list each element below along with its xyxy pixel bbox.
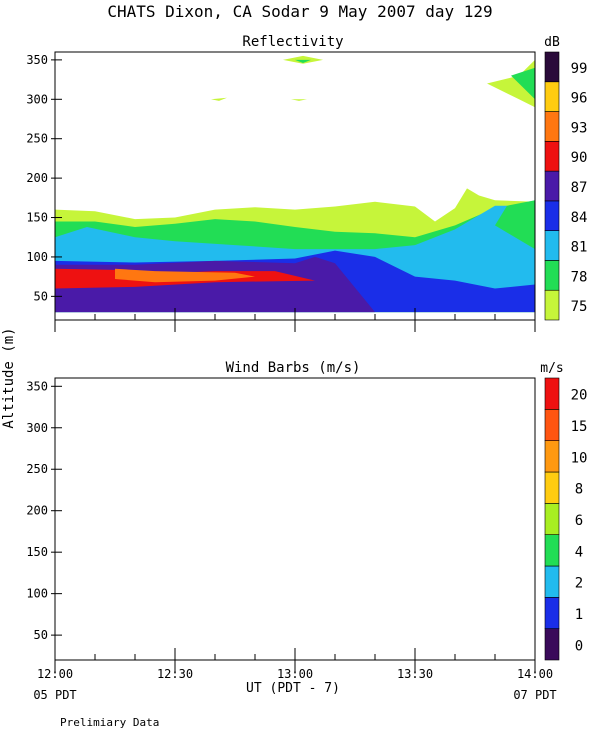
panel2-colorbar-label: 4 bbox=[575, 544, 583, 560]
panel2-colorbar-label: 0 bbox=[575, 638, 583, 654]
panel1-patch-3 bbox=[291, 99, 307, 101]
panel2-colorbar-label: 2 bbox=[575, 576, 583, 592]
panel2-colorbar-swatch bbox=[544, 628, 560, 661]
wind-barbs-plot: 50 100 150 200 250 300 350 bbox=[26, 377, 536, 672]
panel2-colorbar-swatch bbox=[544, 409, 560, 441]
wind-colorbar: 0 1 2 4 6 8 10 15 20 bbox=[544, 377, 588, 661]
panel2-colorbar-swatch bbox=[544, 597, 560, 629]
panel2-colorbar-label: 10 bbox=[571, 450, 588, 466]
panel2-ytick-label: 150 bbox=[26, 545, 48, 559]
panel1-ytick-label: 50 bbox=[34, 289, 48, 303]
panel1-patch-2 bbox=[211, 97, 227, 101]
panel1-colorbar-swatch bbox=[544, 141, 560, 172]
panel1-patch-1 bbox=[295, 59, 311, 63]
panel1-colorbar-swatch bbox=[544, 170, 560, 202]
panel1-colorbar-label: 90 bbox=[571, 150, 588, 166]
panel1-ytick-label: 250 bbox=[26, 132, 48, 146]
panel2-colorbar-label: 6 bbox=[575, 513, 583, 529]
panel1-patch-0 bbox=[283, 55, 323, 64]
panel2-ytick-label: 100 bbox=[26, 587, 48, 601]
footer-note: Prelimiary Data bbox=[60, 716, 159, 729]
panel1-colorbar-swatch bbox=[544, 260, 560, 291]
panel2-frame bbox=[54, 377, 536, 661]
x-axis-label: UT (PDT - 7) bbox=[246, 681, 340, 696]
x-tick-label: 14:00 bbox=[517, 667, 553, 681]
panel1-colorbar-label: 84 bbox=[571, 210, 588, 226]
panel1-ytick-label: 200 bbox=[26, 171, 48, 185]
panel1-ytick-label: 300 bbox=[26, 92, 48, 106]
x-tick-label: 12:30 bbox=[157, 667, 193, 681]
panel1-ytick-label: 150 bbox=[26, 211, 48, 225]
panel1-ytick-label: 100 bbox=[26, 250, 48, 264]
panel1-colorbar-label: 81 bbox=[571, 240, 588, 256]
panel2-colorbar-swatch bbox=[544, 377, 560, 410]
panel1-colorbar-swatch bbox=[544, 111, 560, 142]
x-tick-label: 13:30 bbox=[397, 667, 433, 681]
panel2-ytick-label: 50 bbox=[34, 628, 48, 642]
x-left-end-label: 05 PDT bbox=[33, 688, 76, 702]
panel2-ytick-label: 350 bbox=[26, 379, 48, 393]
panel2-colorbar-label: 8 bbox=[575, 482, 583, 498]
panel2-colorbar-label: 20 bbox=[571, 388, 588, 404]
panel1-contour-93 bbox=[115, 268, 255, 283]
panel1-colorbar-swatch bbox=[544, 289, 560, 321]
panel2-colorbar-label: 1 bbox=[575, 607, 583, 623]
x-tick-label: 12:00 bbox=[37, 667, 73, 681]
x-tick-label: 13:00 bbox=[277, 667, 313, 681]
panel1-colorbar-label: 99 bbox=[571, 61, 588, 77]
panel1-colorbar-label: 78 bbox=[571, 269, 588, 285]
panel1-title: Reflectivity bbox=[242, 34, 343, 50]
panel2-colorbar-swatch bbox=[544, 471, 560, 504]
reflectivity-colorbar: 75 78 81 84 87 90 93 96 99 bbox=[544, 51, 588, 321]
panel2-title: Wind Barbs (m/s) bbox=[226, 360, 361, 376]
figure-title: CHATS Dixon, CA Sodar 9 May 2007 day 129 bbox=[107, 2, 492, 21]
panel2-ytick-label: 300 bbox=[26, 421, 48, 435]
x-right-end-label: 07 PDT bbox=[513, 688, 556, 702]
panel1-colorbar-label: 75 bbox=[571, 299, 588, 315]
panel2-ytick-label: 250 bbox=[26, 462, 48, 476]
panel2-colorbar-swatch bbox=[544, 440, 560, 473]
panel2-colorbar-swatch bbox=[544, 534, 560, 567]
panel1-ytick-label: 350 bbox=[26, 53, 48, 67]
panel1-colorbar-label: 93 bbox=[571, 120, 588, 136]
panel2-colorbar-unit: m/s bbox=[540, 361, 563, 376]
panel1-colorbar-swatch bbox=[544, 200, 560, 231]
panel1-colorbar-swatch bbox=[544, 51, 560, 83]
panel2-ytick-label: 200 bbox=[26, 504, 48, 518]
panel1-colorbar-swatch bbox=[544, 81, 560, 112]
reflectivity-plot: 50 100 150 200 250 300 350 bbox=[26, 51, 536, 332]
panel2-colorbar-swatch bbox=[544, 565, 560, 598]
panel1-colorbar-unit: dB bbox=[544, 35, 560, 50]
panel2-colorbar-swatch bbox=[544, 503, 560, 535]
panel1-colorbar-swatch bbox=[544, 230, 560, 261]
panel1-colorbar-label: 96 bbox=[571, 91, 588, 107]
x-tick-labels: 12:00 12:30 13:00 13:30 14:00 bbox=[37, 667, 553, 681]
y-axis-label: Altitude (m) bbox=[1, 327, 17, 428]
panel2-colorbar-label: 15 bbox=[571, 419, 588, 435]
panel1-patch-5 bbox=[511, 67, 535, 100]
panel1-colorbar-label: 87 bbox=[571, 180, 588, 196]
